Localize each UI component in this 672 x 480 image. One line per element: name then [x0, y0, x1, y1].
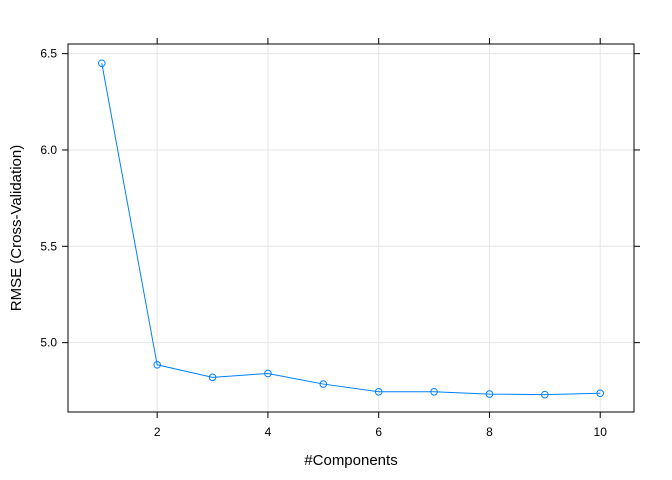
- data-point: [319, 380, 328, 388]
- data-point: [208, 373, 217, 382]
- data-point: [374, 387, 383, 396]
- axis-ticks: [62, 38, 640, 418]
- x-tick-label: 8: [486, 425, 493, 439]
- x-tick-label: 6: [375, 425, 382, 439]
- x-tick-label: 10: [594, 425, 608, 439]
- data-point: [596, 389, 605, 398]
- data-point: [485, 390, 494, 398]
- x-tick-label: 2: [154, 425, 161, 439]
- data-point: [430, 387, 438, 396]
- plot-frame: [67, 43, 635, 413]
- data-point: [541, 390, 549, 399]
- y-tick-label: 5.0: [40, 336, 57, 350]
- y-tick-label: 6.0: [40, 143, 57, 157]
- x-tick-label: 4: [265, 425, 272, 439]
- series-line: [101, 63, 601, 396]
- data-point: [153, 360, 161, 369]
- data-point: [264, 369, 272, 378]
- y-tick-label: 5.5: [40, 239, 57, 253]
- x-axis-title: #Components: [304, 452, 397, 469]
- data-series: [97, 59, 605, 399]
- tick-labels: 2 4 6 8 10 5.0 5.5 6.0 6.5: [40, 47, 607, 439]
- y-axis-title: RMSE (Cross-Validation): [8, 145, 25, 311]
- data-point: [97, 59, 106, 68]
- y-tick-label: 6.5: [40, 47, 57, 61]
- grid-lines: [68, 44, 634, 412]
